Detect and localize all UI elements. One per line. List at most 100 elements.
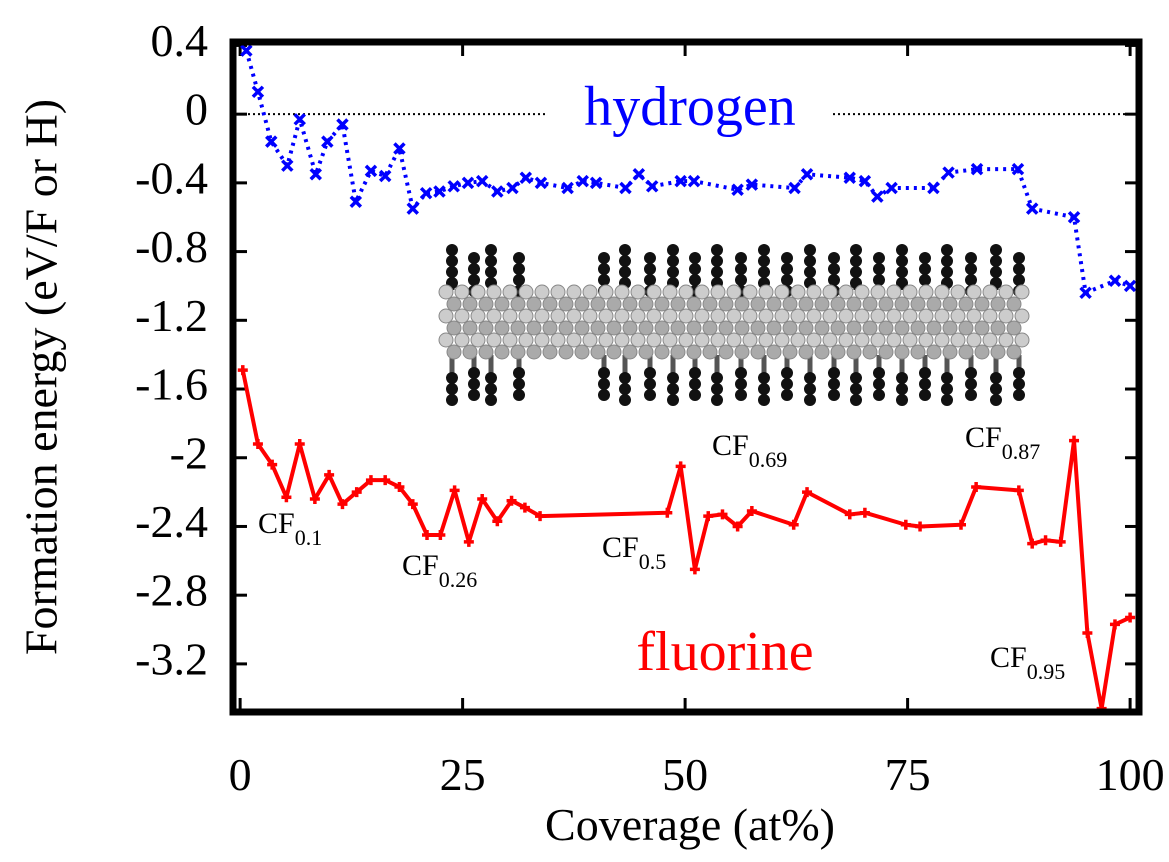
fluorine-atom <box>758 244 770 256</box>
data-point <box>240 44 253 57</box>
carbon-atom <box>606 320 622 336</box>
series-line <box>244 50 1131 295</box>
fluorine-atom <box>758 394 770 406</box>
fluorine-atom <box>965 389 977 401</box>
carbon-atom <box>710 284 726 300</box>
carbon-atom <box>894 344 910 360</box>
carbon-atom <box>862 296 878 312</box>
data-point <box>419 186 433 200</box>
data-point <box>534 176 548 190</box>
fluorine-atom <box>1013 252 1025 264</box>
data-point <box>788 519 799 530</box>
carbon-atom <box>766 344 782 360</box>
data-point <box>619 181 632 195</box>
data-point <box>942 166 955 179</box>
fluorine-atom <box>513 389 525 401</box>
carbon-atom <box>846 344 862 360</box>
x-tick-label: 0 <box>229 749 252 800</box>
annotation: CF0.5 <box>602 531 666 574</box>
carbon-atom <box>486 308 502 324</box>
fluorine-atom <box>850 372 862 384</box>
data-point <box>1040 535 1051 546</box>
fluorine-atom <box>850 394 862 406</box>
carbon-atom <box>518 308 534 324</box>
data-point <box>589 176 603 190</box>
carbon-atom <box>718 296 734 312</box>
carbon-atom <box>878 344 894 360</box>
carbon-atom <box>894 320 910 336</box>
fluorine-atom <box>781 389 793 401</box>
data-point <box>475 174 489 188</box>
fluorine-atom <box>873 263 885 275</box>
carbon-atom <box>838 308 854 324</box>
x-tick-label: 75 <box>885 749 931 800</box>
data-point <box>1082 627 1093 638</box>
data-point <box>1108 274 1122 288</box>
carbon-atom <box>974 296 990 312</box>
annotation-subscript: 0.1 <box>295 525 323 550</box>
annotation-text: CF <box>602 531 639 564</box>
series-line <box>240 369 1131 711</box>
carbon-atom <box>486 332 502 348</box>
fluorine-atom <box>689 274 701 286</box>
carbon-atom <box>462 296 478 312</box>
x-tick-label: 50 <box>662 749 708 800</box>
carbon-atom <box>630 284 646 300</box>
carbon-atom <box>830 296 846 312</box>
carbon-atom <box>638 320 654 336</box>
annotation: CF0.1 <box>258 507 322 550</box>
carbon-atom <box>638 344 654 360</box>
carbon-atom <box>782 344 798 360</box>
data-point <box>506 495 517 506</box>
data-point <box>1027 538 1038 549</box>
carbon-atom <box>446 296 462 312</box>
y-tick-label: -0.4 <box>135 152 208 203</box>
fluorine-atom <box>965 367 977 379</box>
fluorine-atom <box>485 394 497 406</box>
carbon-atom <box>542 344 558 360</box>
carbon-atom <box>462 320 478 336</box>
carbon-atom <box>662 284 678 300</box>
carbon-atom <box>734 296 750 312</box>
carbon-atom <box>662 332 678 348</box>
carbon-atom <box>998 284 1014 300</box>
carbon-atom <box>750 320 766 336</box>
carbon-atom <box>614 332 630 348</box>
fluorine-atom <box>941 383 953 395</box>
fluorine-atom <box>804 394 816 406</box>
annotation: CF0.95 <box>990 641 1065 684</box>
fluorine-atom <box>781 252 793 264</box>
data-point <box>1069 435 1080 446</box>
carbon-atom <box>702 320 718 336</box>
carbon-atom <box>622 320 638 336</box>
fluorine-atom <box>990 383 1002 395</box>
carbon-atom <box>646 308 662 324</box>
carbon-atom <box>742 308 758 324</box>
carbon-atom <box>654 344 670 360</box>
carbon-atom <box>830 344 846 360</box>
fluorine-atom <box>644 389 656 401</box>
data-point <box>422 530 433 541</box>
data-point <box>788 181 801 195</box>
fluorine-atom <box>667 255 679 267</box>
fluorine-atom <box>919 378 931 390</box>
carbon-atom <box>854 308 870 324</box>
data-point <box>802 487 813 498</box>
fluorine-atom <box>896 266 908 278</box>
fluorine-atom <box>873 389 885 401</box>
data-point <box>1109 619 1120 630</box>
y-tick-label: -2.8 <box>135 565 208 616</box>
carbon-atom <box>774 284 790 300</box>
data-point <box>365 475 376 486</box>
data-point <box>687 174 701 188</box>
carbon-atom <box>942 344 958 360</box>
carbon-atom <box>646 332 662 348</box>
carbon-atom <box>462 344 478 360</box>
fluorine-atom <box>965 252 977 264</box>
fluorine-atom <box>667 372 679 384</box>
annotation-text: CF <box>402 549 439 582</box>
annotation: CF0.69 <box>712 429 787 472</box>
x-axis-label: Coverage (at%) <box>545 799 835 850</box>
fluorine-atom <box>513 378 525 390</box>
carbon-atom <box>574 344 590 360</box>
